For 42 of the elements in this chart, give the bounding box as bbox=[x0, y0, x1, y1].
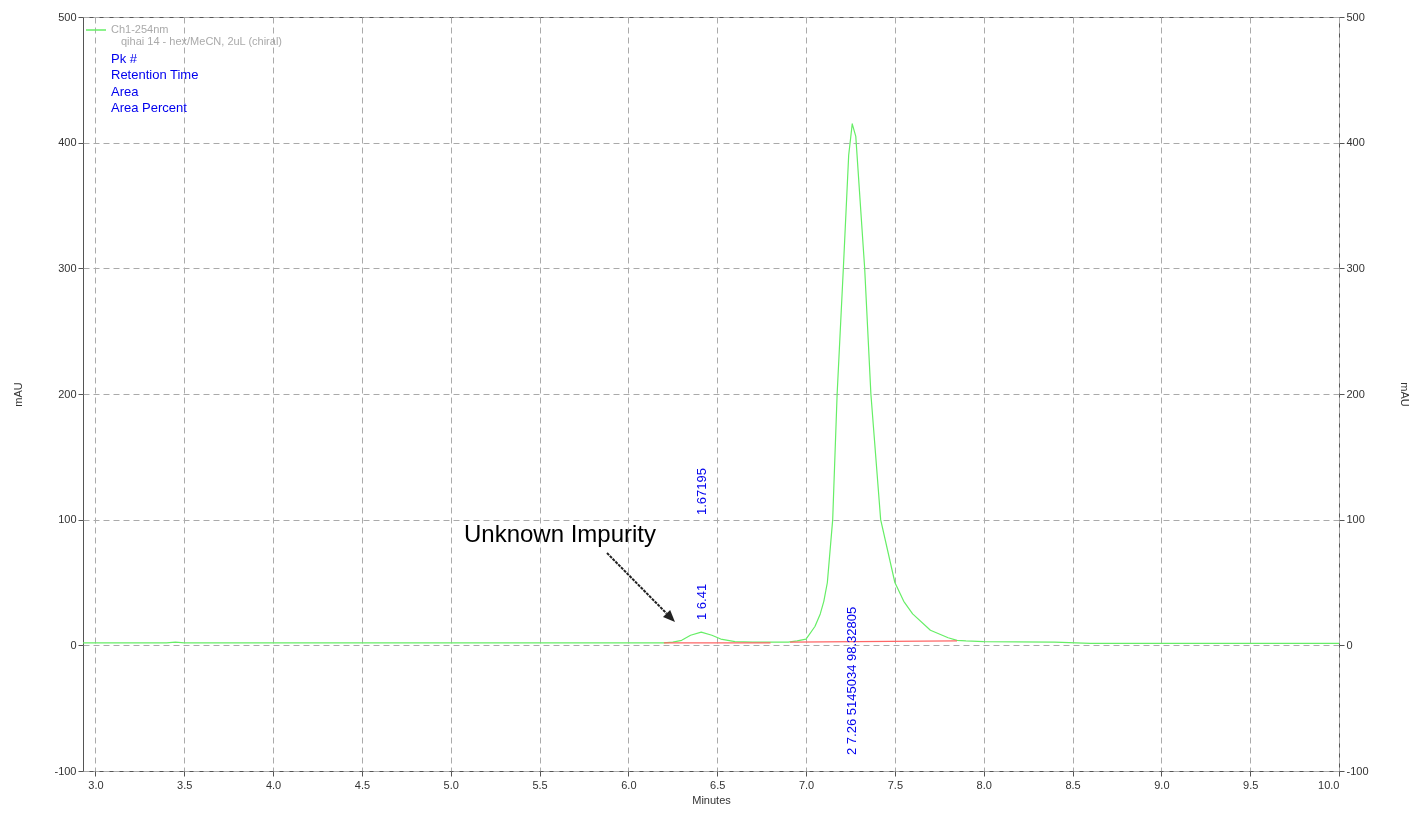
y-axis-title: mAU bbox=[12, 382, 25, 407]
y2-tick-label: -100 bbox=[1346, 764, 1369, 777]
x-tick-label: 3.5 bbox=[177, 778, 193, 791]
y-tick-label: 0 bbox=[70, 638, 77, 651]
annotation: Unknown Impurity bbox=[463, 520, 657, 547]
x-tick-label: 6.0 bbox=[621, 778, 637, 791]
x-tick-label: 8.0 bbox=[976, 778, 992, 791]
y2-tick-label: 200 bbox=[1346, 387, 1365, 400]
y-tick-label: 100 bbox=[58, 513, 77, 526]
y2-tick-label: 300 bbox=[1346, 261, 1365, 274]
annotation: qihai 14 - hex/MeCN, 2uL (chiral) bbox=[121, 35, 282, 47]
x-tick-label: 10.0 bbox=[1318, 778, 1340, 791]
x-tick-label: 8.5 bbox=[1065, 778, 1081, 791]
y-tick-label: 500 bbox=[58, 10, 77, 23]
annotation: Pk # bbox=[111, 50, 138, 66]
x-tick-label: 7.0 bbox=[798, 778, 815, 791]
x-tick-label: 4.0 bbox=[265, 778, 282, 791]
x-tick-label: 6.5 bbox=[710, 778, 726, 791]
y-tick-label: 300 bbox=[58, 261, 77, 274]
annotation: 1.67195 bbox=[694, 468, 709, 515]
y2-tick-label: 0 bbox=[1346, 638, 1353, 651]
x-tick-label: 9.5 bbox=[1243, 778, 1259, 791]
x-tick-label: 5.5 bbox=[532, 778, 548, 791]
y2-axis-title: mAU bbox=[1398, 382, 1411, 407]
annotation: Area bbox=[111, 83, 140, 99]
y2-tick-label: 400 bbox=[1346, 136, 1365, 149]
x-tick-label: 7.5 bbox=[887, 778, 904, 791]
annotation: 1 6.41 bbox=[694, 583, 709, 620]
annotation: Retention Time bbox=[111, 67, 199, 82]
y-tick-label: 400 bbox=[58, 136, 77, 149]
x-axis-title: Minutes bbox=[692, 793, 732, 806]
x-tick-label: 3.0 bbox=[88, 778, 104, 791]
y-tick-label: 200 bbox=[58, 387, 77, 400]
y-tick-label: -100 bbox=[54, 764, 77, 777]
annotation: Area Percent bbox=[111, 100, 188, 115]
x-tick-label: 9.0 bbox=[1154, 778, 1170, 791]
annotation: 2 7.26 5145034 98.32805 bbox=[844, 606, 859, 755]
x-tick-label: 4.5 bbox=[354, 778, 371, 791]
y2-tick-label: 500 bbox=[1346, 10, 1365, 23]
x-tick-label: 5.0 bbox=[443, 778, 459, 791]
y2-tick-label: 100 bbox=[1346, 513, 1365, 526]
legend-label: Ch1-254nm bbox=[111, 23, 169, 35]
